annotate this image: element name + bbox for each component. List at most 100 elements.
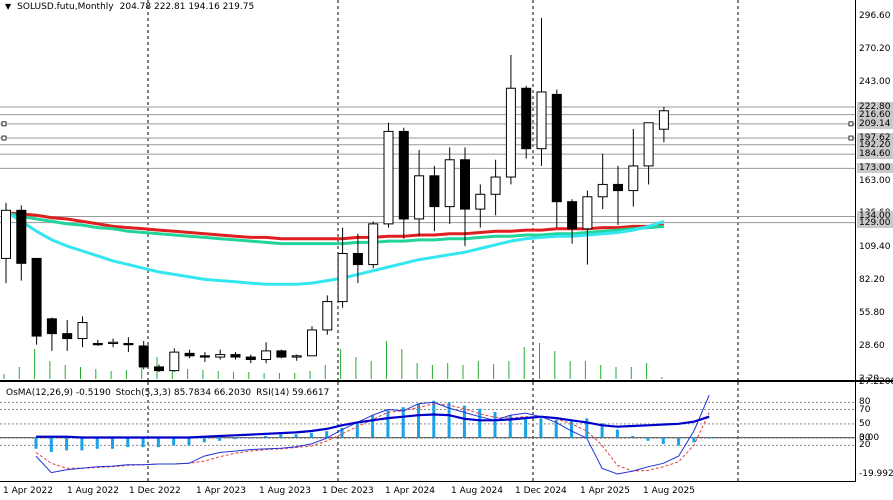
candle-bull xyxy=(261,350,272,361)
candle-bull xyxy=(322,301,333,331)
price-tick-label: 109.40 xyxy=(859,241,891,252)
candle-bear xyxy=(429,175,440,208)
candle-bear xyxy=(138,345,149,368)
osma-bar xyxy=(187,437,191,446)
osma-bar xyxy=(65,437,69,451)
candle-bull xyxy=(628,165,639,192)
osma-bar xyxy=(279,434,283,438)
osma-bar xyxy=(233,437,237,440)
osma-bar xyxy=(677,437,681,446)
price-chart-pane[interactable] xyxy=(0,0,855,380)
price-tick-label: 55.80 xyxy=(859,307,885,318)
osma-bar xyxy=(156,437,160,448)
osma-bar xyxy=(80,437,84,451)
candle-bear xyxy=(245,356,256,361)
price-tick-label: 243.00 xyxy=(859,77,891,88)
indicator-tick-label: 0.00 xyxy=(859,432,880,443)
osma-bar xyxy=(126,437,130,448)
candle-bear xyxy=(551,93,562,203)
triangle-down-icon[interactable]: ▼ xyxy=(5,2,12,11)
candle-bull xyxy=(490,176,501,195)
osma-bar xyxy=(417,403,420,438)
osma-bar xyxy=(202,437,206,443)
stoch-main-line xyxy=(35,395,710,475)
candle-bear xyxy=(16,209,27,264)
osma-bar xyxy=(615,429,619,438)
osma-bar xyxy=(49,437,53,452)
price-level-label: 173.00 xyxy=(857,163,893,174)
candle-bear xyxy=(276,350,287,358)
osma-bar xyxy=(462,405,466,438)
indicator-tick-label: 30 xyxy=(859,433,871,444)
indicator-tick-label: 27.2208 xyxy=(859,377,893,387)
price-tick-label: 82.20 xyxy=(859,275,885,286)
time-tick-label: 1 Apr 2022 xyxy=(3,486,53,496)
level-handle-left xyxy=(1,135,7,141)
time-tick-label: 1 Aug 2022 xyxy=(67,486,119,496)
level-handle-right xyxy=(848,135,854,141)
candle-bear xyxy=(352,252,363,266)
osma-bar xyxy=(493,411,497,438)
pane-separator[interactable] xyxy=(0,380,893,382)
indicator-tick-label: 80 xyxy=(859,397,871,408)
osma-bar xyxy=(401,407,405,438)
osma-bar xyxy=(340,427,344,438)
osma-label: OsMA(12,26,9) -0.5190 xyxy=(6,388,111,398)
price-tick-label: 163.00 xyxy=(859,175,891,186)
osma-bar xyxy=(570,419,573,438)
candle-bull xyxy=(444,159,455,208)
indicator-tick-label: 70 xyxy=(859,404,871,415)
price-tick-label: 28.60 xyxy=(859,341,885,352)
symbol-timeframe: SOLUSD.futu,Monthly xyxy=(17,2,114,12)
candle-bear xyxy=(46,318,57,335)
candle-bear xyxy=(567,201,578,230)
osma-bar xyxy=(432,400,436,438)
osma-bar xyxy=(585,418,589,438)
osma-bar xyxy=(325,431,329,438)
candle-bull xyxy=(307,329,317,357)
osma-bar xyxy=(172,437,176,446)
candle-bear xyxy=(230,354,241,358)
price-level-label: 129.00 xyxy=(857,217,893,228)
time-axis-line xyxy=(0,481,855,482)
candle-bear xyxy=(31,257,42,337)
osma-bar xyxy=(264,435,267,438)
price-level-label: 197.62 xyxy=(857,133,893,144)
osma-bar xyxy=(692,437,696,443)
candle-bull xyxy=(1,209,11,259)
indicator-header: OsMA(12,26,9) -0.5190 Stoch(5,3,3) 85.78… xyxy=(6,388,329,398)
moving-average-cyan xyxy=(5,210,665,286)
time-tick-label: 1 Dec 2022 xyxy=(129,486,181,496)
candle-bull xyxy=(505,87,516,178)
candle-bull xyxy=(414,175,425,220)
price-level-label: 216.60 xyxy=(857,109,893,120)
price-level-label: 184.60 xyxy=(857,149,893,160)
candle-bull xyxy=(658,110,669,130)
candle-bull xyxy=(383,130,394,225)
osma-bar xyxy=(218,437,222,441)
price-axis-line xyxy=(855,0,856,482)
candle-bull xyxy=(597,183,608,198)
candle-bull xyxy=(582,196,593,230)
candle-bear xyxy=(184,352,195,357)
candle-bear xyxy=(62,333,73,340)
price-level-label: 134.00 xyxy=(857,211,893,222)
price-level-label: 209.14 xyxy=(857,118,893,129)
candle-bear xyxy=(199,355,210,358)
time-tick-label: 1 Dec 2023 xyxy=(322,486,374,496)
candle-bull xyxy=(536,91,547,150)
candle-bull xyxy=(169,351,180,372)
indicator-pane[interactable] xyxy=(0,382,855,482)
level-handle-right xyxy=(848,121,854,127)
price-chart-svg xyxy=(0,0,855,380)
time-tick-label: 1 Apr 2025 xyxy=(580,486,630,496)
time-tick-label: 1 Aug 2023 xyxy=(259,486,311,496)
candle-bull xyxy=(215,354,226,358)
osma-bar xyxy=(539,418,543,438)
osma-bar xyxy=(508,415,512,438)
candle-bear xyxy=(154,366,164,372)
candle-bull xyxy=(337,252,348,303)
candle-bull xyxy=(475,193,486,210)
candle-bear xyxy=(460,159,470,210)
